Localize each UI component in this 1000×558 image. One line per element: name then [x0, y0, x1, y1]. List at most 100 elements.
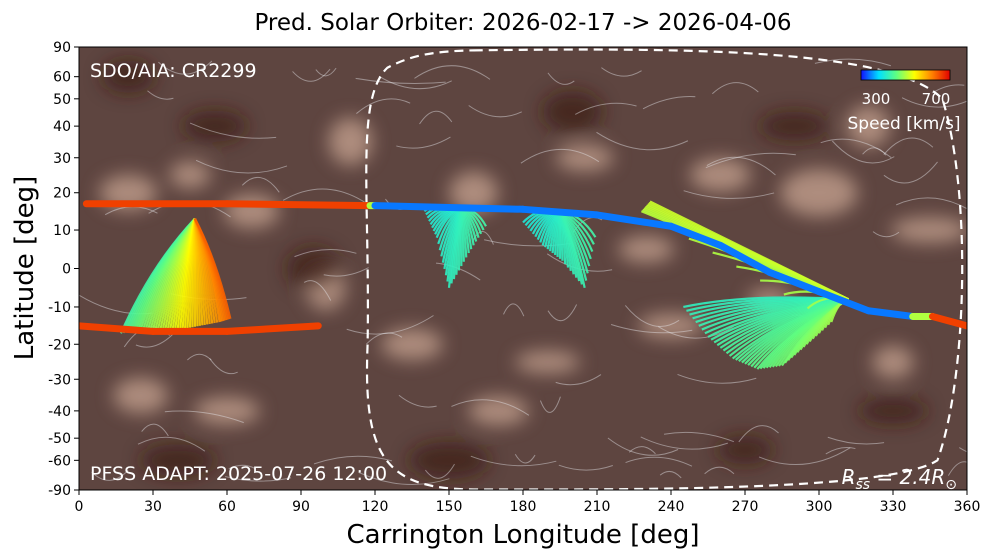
field-line	[607, 437, 679, 456]
bright-region	[690, 158, 751, 192]
field-line	[683, 190, 775, 199]
dark-region	[140, 444, 215, 477]
predicted-window-outline	[365, 48, 964, 490]
field-line	[625, 456, 693, 467]
field-line	[628, 446, 656, 455]
field-line	[831, 140, 895, 164]
field-line	[514, 453, 536, 464]
field-line	[958, 447, 967, 453]
x-tick-label: 150	[436, 499, 463, 515]
field-line	[610, 324, 693, 334]
y-tick-label: -30	[48, 372, 71, 388]
field-line	[189, 122, 277, 139]
field-line	[883, 137, 934, 155]
dark-region	[858, 397, 928, 424]
field-line	[706, 156, 776, 176]
track-segment	[667, 222, 724, 249]
y-tick-label: 0	[62, 262, 71, 278]
track-segment	[864, 307, 917, 320]
orbiter-track	[82, 200, 967, 330]
field-line	[738, 425, 779, 443]
dark-region	[102, 60, 155, 93]
y-tick-label: 50	[53, 92, 71, 108]
field-line	[659, 471, 682, 479]
field-line	[872, 231, 900, 238]
field-line	[705, 152, 796, 169]
y-tick-label: 30	[53, 151, 71, 167]
field-line	[147, 90, 174, 100]
plot-area	[79, 47, 967, 490]
field-line	[547, 72, 575, 85]
track-segment	[593, 211, 675, 230]
y-axis-label: Latitude [deg]	[10, 176, 40, 361]
source-surface-value: = 2.4R	[870, 465, 945, 489]
colorbar-tick-300: 300	[862, 90, 891, 108]
x-tick-label: 180	[510, 499, 537, 515]
field-line	[358, 471, 450, 485]
field-line	[862, 147, 887, 156]
x-tick-label: 60	[218, 499, 236, 515]
dark-region	[717, 435, 773, 465]
field-line	[228, 464, 255, 470]
field-line	[883, 161, 938, 184]
track-segment	[815, 288, 872, 315]
bright-region	[618, 235, 675, 263]
bright-region	[555, 144, 614, 172]
field-line	[825, 447, 856, 455]
track-segment	[519, 205, 601, 219]
field-line	[323, 267, 369, 277]
field-line	[292, 68, 331, 82]
connected-field-line	[193, 218, 232, 320]
field-line	[209, 358, 238, 375]
track-segment	[79, 322, 157, 335]
field-line	[711, 82, 759, 95]
field-line	[555, 374, 602, 386]
y-tick-label: 20	[53, 186, 71, 202]
track-segment	[716, 241, 774, 276]
field-line	[135, 334, 174, 348]
field-line-fan	[119, 217, 232, 334]
aia-brightness-texture	[99, 60, 967, 479]
bright-region	[194, 396, 260, 425]
field-line	[366, 332, 403, 345]
field-line	[558, 464, 613, 471]
sun-symbol: ⊙	[945, 477, 957, 493]
field-line	[346, 315, 434, 335]
field-line	[187, 353, 212, 361]
track-segment	[223, 322, 322, 335]
y-tick-label: -50	[48, 431, 71, 447]
x-tick-label: 330	[880, 499, 907, 515]
y-tick-label: -10	[48, 300, 71, 316]
bright-region	[780, 169, 858, 217]
field-line	[820, 138, 892, 159]
bright-region	[468, 396, 529, 426]
field-line	[657, 326, 734, 339]
track-segment	[928, 312, 967, 330]
bright-region	[872, 345, 914, 379]
field-line	[758, 447, 851, 466]
source-surface-sub: ss	[855, 477, 870, 493]
field-line	[663, 431, 735, 443]
bright-region	[846, 105, 890, 147]
source-surface-r: R	[842, 465, 856, 489]
field-line	[451, 399, 530, 416]
field-line	[814, 58, 892, 67]
x-tick-label: 270	[732, 499, 759, 515]
x-tick-label: 0	[75, 499, 84, 515]
y-tick-label: -40	[48, 404, 71, 420]
field-line	[195, 159, 288, 174]
bright-region	[223, 194, 280, 229]
field-line	[596, 131, 689, 151]
speed-colorbar: 300 700 Speed [km/s]	[848, 69, 960, 134]
track-segment	[445, 203, 527, 213]
y-axis-ticks: -90 -60 -50 -40 -30 -20 -10 0 10 20 30 40 50 60 90	[48, 40, 79, 499]
x-axis-label: Carrington Longitude [deg]	[347, 520, 700, 550]
y-tick-label: -60	[48, 453, 71, 469]
field-line	[640, 436, 728, 450]
x-tick-label: 210	[584, 499, 611, 515]
field-line	[827, 436, 885, 445]
dark-region	[542, 91, 603, 133]
track-segment	[371, 202, 453, 211]
field-line	[225, 475, 292, 482]
